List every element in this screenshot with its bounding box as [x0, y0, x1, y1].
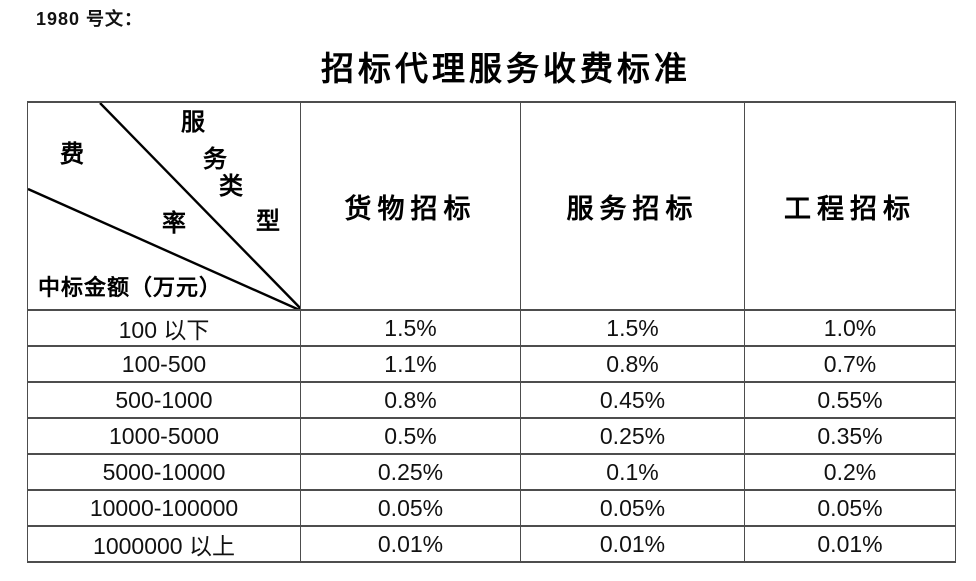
rate-cell: 0.8%: [520, 345, 745, 383]
table-row: 10000-100000 0.05% 0.05% 0.05%: [27, 489, 956, 527]
rate-cell: 0.45%: [520, 381, 745, 419]
diagonal-label-type-char: 服: [181, 110, 205, 136]
table-row: 1000-5000 0.5% 0.25% 0.35%: [27, 417, 956, 455]
rate-cell: 0.8%: [300, 381, 521, 419]
diagonal-line-lower: [28, 187, 298, 308]
rate-cell: 0.05%: [744, 489, 956, 527]
table-header-row: 服 务 类 型 费 率 中标金额（万元） 货物招标 服务招标 工程招标: [27, 101, 956, 311]
rate-cell: 1.0%: [744, 309, 956, 347]
corner-amount-label: 中标金额（万元）: [38, 275, 223, 300]
amount-range-cell: 500-1000: [27, 381, 301, 419]
amount-range-cell: 1000000 以上: [27, 525, 301, 563]
rate-cell: 0.25%: [300, 453, 521, 491]
rate-cell: 0.25%: [520, 417, 745, 455]
rate-cell: 0.55%: [744, 381, 956, 419]
diagonal-line-upper: [99, 104, 300, 308]
rate-cell: 0.05%: [300, 489, 521, 527]
column-header-goods: 货物招标: [300, 101, 521, 311]
table-row: 5000-10000 0.25% 0.1% 0.2%: [27, 453, 956, 491]
table-row: 100-500 1.1% 0.8% 0.7%: [27, 345, 956, 383]
rate-cell: 0.01%: [744, 525, 956, 563]
amount-range-cell: 100 以下: [27, 309, 301, 347]
table-row: 500-1000 0.8% 0.45% 0.55%: [27, 381, 956, 419]
column-header-works: 工程招标: [744, 101, 956, 311]
rate-cell: 0.5%: [300, 417, 521, 455]
amount-range-cell: 5000-10000: [27, 453, 301, 491]
column-header-service: 服务招标: [520, 101, 745, 311]
rate-cell: 1.5%: [520, 309, 745, 347]
diagonal-label-fee-char: 率: [162, 211, 186, 237]
rate-cell: 0.7%: [744, 345, 956, 383]
rate-cell: 1.1%: [300, 345, 521, 383]
diagonal-label-type-char: 类: [219, 174, 243, 200]
amount-range-cell: 1000-5000: [27, 417, 301, 455]
diagonal-label-fee-char: 费: [60, 142, 84, 168]
doc-number: 1980 号文：: [36, 9, 144, 29]
rate-cell: 0.35%: [744, 417, 956, 455]
diagonal-label-type-char: 型: [256, 209, 280, 235]
rate-cell: 0.01%: [520, 525, 745, 563]
diagonal-label-type-char: 务: [203, 147, 227, 173]
table-row: 1000000 以上 0.01% 0.01% 0.01%: [27, 525, 956, 563]
rate-cell: 0.2%: [744, 453, 956, 491]
table-row: 100 以下 1.5% 1.5% 1.0%: [27, 309, 956, 347]
fee-standard-table: 服 务 类 型 费 率 中标金额（万元） 货物招标 服务招标 工程招标 100 …: [27, 101, 956, 563]
rate-cell: 0.01%: [300, 525, 521, 563]
diagonal-header-cell: 服 务 类 型 费 率 中标金额（万元）: [27, 101, 301, 311]
rate-cell: 1.5%: [300, 309, 521, 347]
rate-cell: 0.05%: [520, 489, 745, 527]
rate-cell: 0.1%: [520, 453, 745, 491]
amount-range-cell: 100-500: [27, 345, 301, 383]
page-title: 招标代理服务收费标准: [321, 52, 691, 88]
amount-range-cell: 10000-100000: [27, 489, 301, 527]
diagonal-lines: [28, 104, 300, 308]
diagonal-header-inner: 服 务 类 型 费 率 中标金额（万元）: [28, 104, 300, 308]
